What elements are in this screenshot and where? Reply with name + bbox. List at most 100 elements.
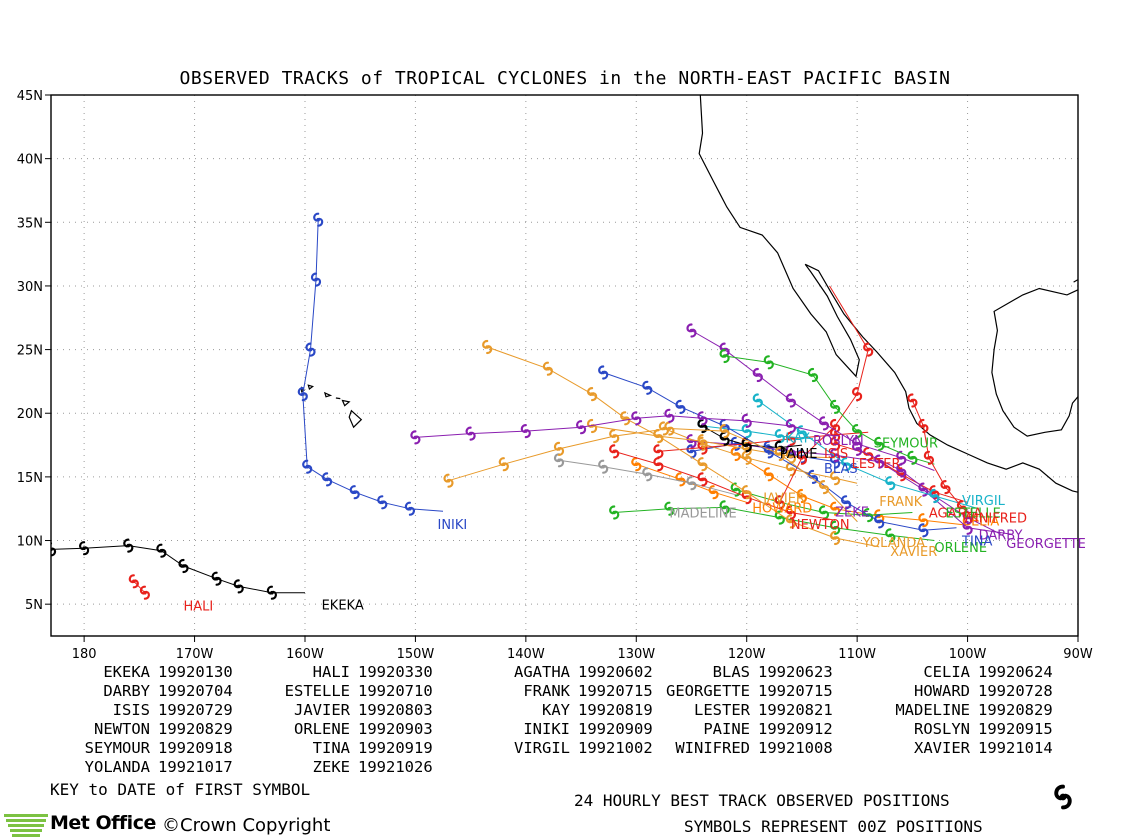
storm-position-symbol: [139, 585, 150, 600]
track-ekeka: [51, 538, 305, 600]
key-entry-georgette: GEORGETTE 19920715: [640, 682, 833, 700]
key-entry-newton: NEWTON 19920829: [40, 720, 233, 738]
storm-position-symbol: [697, 472, 708, 487]
key-storm-name: PAINE: [703, 720, 750, 738]
storm-position-symbol: [785, 418, 796, 434]
key-first-date: 19920624: [978, 663, 1053, 681]
key-entry-hali: HALI 19920330: [240, 663, 433, 681]
hawaiian-island: [341, 399, 351, 407]
storm-label-winifred: WINIFRED: [962, 512, 1027, 527]
key-storm-name: YOLANDA: [84, 758, 150, 776]
storm-label-isis: ISIS: [824, 447, 848, 462]
storm-position-symbol: [796, 425, 807, 440]
storm-position-symbol: [741, 413, 752, 428]
key-first-date: 19920903: [358, 720, 433, 738]
storm-position-symbol: [763, 467, 774, 482]
storm-label-zeke: ZEKE: [835, 505, 869, 520]
key-storm-name: HALI: [312, 663, 350, 681]
storm-position-symbol: [377, 495, 388, 510]
hurricane-symbol-icon: [1054, 784, 1072, 810]
hawaiian-island: [307, 384, 315, 391]
coastline-north-america: [698, 95, 1078, 493]
storm-position-symbol: [918, 513, 929, 528]
key-first-date: 19920728: [978, 682, 1053, 700]
storm-position-symbol: [156, 543, 167, 558]
key-storm-name: ORLENE: [294, 720, 350, 738]
storm-position-symbol: [178, 558, 189, 574]
track-line: [779, 285, 869, 503]
storm-position-symbol: [830, 448, 841, 463]
track-line: [911, 400, 979, 522]
tick-label-lon: 160W: [286, 647, 324, 662]
key-storm-name: ISIS: [112, 701, 150, 719]
key-storm-name: LESTER: [694, 701, 750, 719]
tick-label-lat: 45N: [17, 89, 43, 104]
storm-position-symbol: [774, 510, 785, 525]
storm-position-symbol: [807, 367, 819, 383]
storm-position-symbol: [465, 426, 476, 441]
tick-label-lon: 180: [72, 647, 97, 662]
storm-position-symbol: [697, 411, 708, 426]
footnote-observed-positions: 24 HOURLY BEST TRACK OBSERVED POSITIONS: [574, 791, 950, 810]
storm-position-symbol: [297, 387, 308, 402]
key-storm-name: EKEKA: [103, 663, 150, 681]
storm-position-symbol: [719, 424, 730, 439]
key-entry-lester: LESTER 19920821: [640, 701, 833, 719]
track-line: [487, 346, 880, 548]
key-first-date: 19920710: [358, 682, 433, 700]
storm-position-symbol: [675, 399, 686, 414]
key-first-date: 19920819: [578, 701, 653, 719]
key-storm-name: NEWTON: [94, 720, 150, 738]
key-first-date: 19920912: [758, 720, 833, 738]
key-storm-name: AGATHA: [514, 663, 570, 681]
key-first-date: 19920918: [158, 739, 233, 757]
key-entry-blas: BLAS 19920623: [640, 663, 833, 681]
storm-position-symbol: [818, 480, 830, 495]
storm-position-symbol: [708, 485, 719, 500]
key-first-date: 19921017: [158, 758, 233, 776]
storm-position-symbol: [752, 393, 763, 408]
key-entry-madeline: MADELINE 19920829: [860, 701, 1053, 719]
storm-position-symbol: [785, 431, 796, 446]
storm-position-symbol: [642, 467, 653, 482]
storm-position-symbol: [923, 450, 934, 465]
key-entry-zeke: ZEKE 19921026: [240, 758, 433, 776]
storm-position-symbol: [874, 454, 885, 469]
key-storm-name: ROSLYN: [914, 720, 970, 738]
tick-label-lon: 150W: [397, 647, 435, 662]
storm-position-symbol: [305, 342, 316, 357]
coastline: [301, 95, 1078, 493]
key-note: KEY to DATE of FIRST SYMBOL: [50, 780, 311, 799]
storm-position-symbol: [918, 418, 929, 434]
key-entry-javier: JAVIER 19920803: [240, 701, 433, 719]
storm-position-symbol: [498, 457, 509, 472]
storm-label-celia: CELIA: [962, 514, 999, 529]
storm-position-symbol: [443, 473, 454, 488]
storm-position-symbol: [741, 450, 752, 465]
storm-position-symbol: [609, 505, 620, 520]
key-storm-name: BLAS: [712, 663, 750, 681]
key-first-date: 19921014: [978, 739, 1053, 757]
track-roslyn: [686, 323, 935, 471]
storm-position-symbol: [609, 429, 620, 444]
tick-label-lon: 120W: [728, 647, 766, 662]
storm-position-symbol: [697, 457, 708, 472]
storm-position-symbol: [664, 421, 675, 436]
storm-label-xavier: XAVIER: [890, 545, 937, 560]
key-first-date: 19920715: [578, 682, 653, 700]
tick-label-lat: 30N: [17, 280, 43, 295]
storm-position-symbol: [653, 444, 664, 459]
key-entry-darby: DARBY 19920704: [40, 682, 232, 700]
coastline-gulf-east: [1073, 279, 1078, 283]
storm-position-symbol: [313, 212, 324, 227]
storm-label-frank: FRANK: [879, 495, 923, 510]
storm-position-symbol: [741, 438, 752, 453]
key-storm-name: WINIFRED: [675, 739, 750, 757]
key-first-date: 19920919: [358, 739, 433, 757]
key-entry-yolanda: YOLANDA 19921017: [40, 758, 233, 776]
key-first-date: 19920829: [978, 701, 1053, 719]
key-first-date: 19920715: [758, 682, 833, 700]
key-storm-name: VIRGIL: [514, 739, 570, 757]
tick-label-lon: 170W: [176, 647, 214, 662]
